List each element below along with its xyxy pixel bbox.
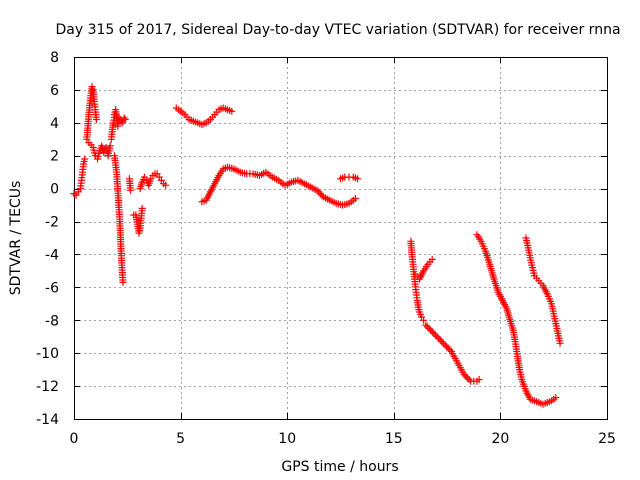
data-point <box>423 323 431 331</box>
data-point <box>106 142 114 150</box>
data-points <box>70 83 564 408</box>
data-point <box>420 316 428 324</box>
data-point <box>462 372 470 380</box>
data-point <box>354 175 362 183</box>
data-point <box>428 328 436 336</box>
data-point <box>81 155 89 163</box>
data-point <box>422 321 430 329</box>
data-point <box>315 188 323 196</box>
data-point <box>316 190 324 198</box>
data-point <box>433 333 441 341</box>
data-point <box>446 346 454 354</box>
y-tick-label: -2 <box>45 215 59 231</box>
data-point <box>121 116 129 123</box>
data-point <box>441 341 449 349</box>
data-point <box>425 325 433 332</box>
data-point <box>465 376 473 383</box>
data-point <box>435 334 443 342</box>
data-point <box>92 116 100 123</box>
data-point <box>118 119 126 127</box>
x-tick-label: 15 <box>385 431 403 447</box>
data-point <box>444 344 452 352</box>
data-point <box>162 181 170 189</box>
y-tick-label: 6 <box>50 83 59 99</box>
data-point <box>460 371 468 379</box>
data-point <box>556 339 564 347</box>
data-point <box>228 107 236 115</box>
x-tick-label: 25 <box>598 431 616 447</box>
y-tick-label: 8 <box>50 50 59 66</box>
chart-title: Day 315 of 2017, Sidereal Day-to-day VTE… <box>55 22 620 38</box>
y-tick-label: -8 <box>45 313 59 329</box>
data-point <box>318 191 326 199</box>
data-point <box>443 343 451 351</box>
data-point <box>427 326 435 334</box>
data-point <box>431 331 439 339</box>
data-point <box>313 186 321 194</box>
grid-lines <box>74 57 607 419</box>
x-axis-title: GPS time / hours <box>281 459 398 475</box>
data-point <box>475 376 483 383</box>
data-point <box>428 255 436 263</box>
data-point <box>127 186 134 194</box>
x-tick-label: 20 <box>491 431 509 447</box>
data-point <box>430 329 438 337</box>
data-point <box>438 338 446 346</box>
y-tick-label: -10 <box>36 346 59 362</box>
data-point <box>439 339 447 347</box>
y-tick-label: -14 <box>36 412 59 428</box>
data-point <box>138 204 146 212</box>
x-tick-label: 10 <box>278 431 296 447</box>
plot-frame <box>74 57 608 420</box>
y-tick-label: -4 <box>45 247 59 263</box>
x-tick-label: 5 <box>176 431 185 447</box>
x-tick-label: 0 <box>70 431 79 447</box>
data-point <box>119 278 127 286</box>
data-point <box>463 374 471 382</box>
data-point <box>552 394 560 402</box>
y-axis-title: SDTVAR / TECUs <box>8 181 24 296</box>
data-point <box>351 195 359 202</box>
y-tick-label: 0 <box>50 182 59 198</box>
data-point <box>436 336 444 344</box>
data-point <box>120 114 128 122</box>
y-tick-label: 2 <box>50 149 59 165</box>
y-tick-label: -12 <box>36 379 59 395</box>
axis-tick-labels: 0 5 10 15 20 25 -14 -12 -10 -8 -6 -4 -2 0 2 4 6 8 <box>36 50 616 447</box>
data-point <box>88 83 96 91</box>
y-tick-label: 4 <box>50 116 59 132</box>
y-tick-label: -6 <box>45 280 59 296</box>
axis-ticks <box>74 57 608 420</box>
